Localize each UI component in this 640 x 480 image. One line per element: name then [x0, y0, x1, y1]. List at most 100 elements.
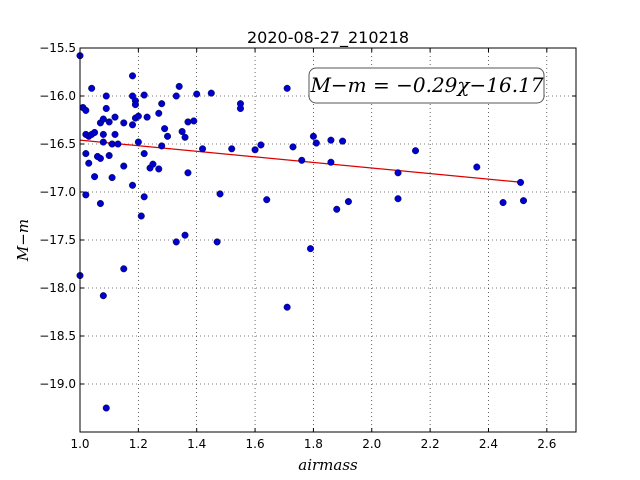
data-point [172, 238, 180, 246]
data-point [99, 115, 107, 123]
x-tick-label: 2.2 [421, 437, 440, 451]
data-point [99, 292, 107, 300]
x-axis-label: airmass [298, 456, 358, 474]
data-point [161, 125, 169, 133]
data-point [184, 169, 192, 177]
data-point [91, 128, 99, 136]
y-tick-label: −15.5 [39, 41, 76, 55]
data-point [394, 195, 402, 203]
data-point [190, 117, 198, 125]
x-tick-label: 1.6 [246, 437, 265, 451]
data-point [120, 265, 128, 273]
y-tick-labels: −15.5 −16.0 −16.5 −17.0 −17.5 −18.0 −18.5 −19.0 [39, 41, 76, 391]
data-point [172, 92, 180, 100]
grid-lines [80, 48, 576, 432]
data-point [175, 82, 183, 90]
data-point [289, 143, 297, 151]
data-point [88, 84, 96, 92]
data-point [108, 174, 116, 182]
data-point [333, 205, 341, 213]
data-points [76, 52, 527, 412]
data-point [306, 245, 314, 253]
y-axis-label: M−m [14, 219, 32, 262]
data-point [102, 104, 110, 112]
x-tick-label: 2.0 [362, 437, 381, 451]
data-point [339, 137, 347, 145]
x-tick-label: 1.4 [187, 437, 206, 451]
x-tick-label: 2.6 [537, 437, 556, 451]
x-tick-labels: 1.0 1.2 1.4 1.6 1.8 2.0 2.2 2.4 2.6 [70, 437, 556, 451]
y-tick-label: −17.5 [39, 233, 76, 247]
data-point [134, 112, 142, 120]
data-point [178, 128, 186, 136]
x-tick-label: 1.2 [129, 437, 148, 451]
data-point [207, 89, 215, 97]
data-point [228, 145, 236, 153]
data-point [134, 138, 142, 146]
data-point [216, 190, 224, 198]
data-point [99, 130, 107, 138]
annotation-text: M−m = −0.29χ−16.17 [309, 73, 543, 97]
chart-title: 2020-08-27_210218 [247, 28, 409, 48]
data-point [263, 196, 271, 204]
data-point [517, 178, 525, 186]
data-point [140, 150, 148, 158]
data-point [394, 169, 402, 177]
data-point [309, 132, 317, 140]
data-point [129, 121, 137, 129]
data-point [283, 303, 291, 311]
y-tick-label: −18.5 [39, 329, 76, 343]
data-point [140, 193, 148, 201]
data-point [236, 104, 244, 112]
data-point [283, 84, 291, 92]
data-point [193, 90, 201, 98]
data-point [82, 106, 90, 114]
data-point [105, 118, 113, 126]
y-tick-label: −16.0 [39, 89, 76, 103]
data-point [412, 147, 420, 155]
data-point [96, 154, 104, 162]
x-tick-label: 1.0 [70, 437, 89, 451]
data-point [298, 156, 306, 164]
data-point [99, 138, 107, 146]
data-point [129, 72, 137, 80]
data-point [213, 238, 221, 246]
data-point [327, 158, 335, 166]
data-point [96, 200, 104, 208]
data-point [111, 113, 119, 121]
data-point [155, 109, 163, 117]
axis-ticks [79, 47, 576, 432]
annotation-box [308, 67, 545, 104]
x-tick-label: 1.8 [304, 437, 323, 451]
data-point [473, 163, 481, 171]
data-point [129, 181, 137, 189]
y-tick-label: −18.0 [39, 281, 76, 295]
data-point [158, 142, 166, 150]
data-point [102, 92, 110, 100]
data-point [137, 212, 145, 220]
data-point [105, 152, 113, 160]
data-point [111, 130, 119, 138]
data-point [344, 198, 352, 206]
data-point [114, 140, 122, 148]
y-tick-label: −19.0 [39, 377, 76, 391]
x-tick-label: 2.4 [479, 437, 498, 451]
y-tick-label: −16.5 [39, 137, 76, 151]
data-point [108, 140, 116, 148]
data-point [181, 231, 189, 239]
data-point [257, 141, 265, 149]
data-point [140, 91, 148, 99]
data-point [499, 199, 507, 207]
data-point [251, 146, 259, 154]
data-point [82, 150, 90, 158]
data-point [184, 118, 192, 126]
data-point [82, 191, 90, 199]
data-point [312, 139, 320, 147]
y-tick-label: −17.0 [39, 185, 76, 199]
data-point [143, 113, 151, 121]
data-point [91, 173, 99, 181]
data-point [85, 159, 93, 167]
data-point [158, 100, 166, 108]
data-point [120, 119, 128, 127]
